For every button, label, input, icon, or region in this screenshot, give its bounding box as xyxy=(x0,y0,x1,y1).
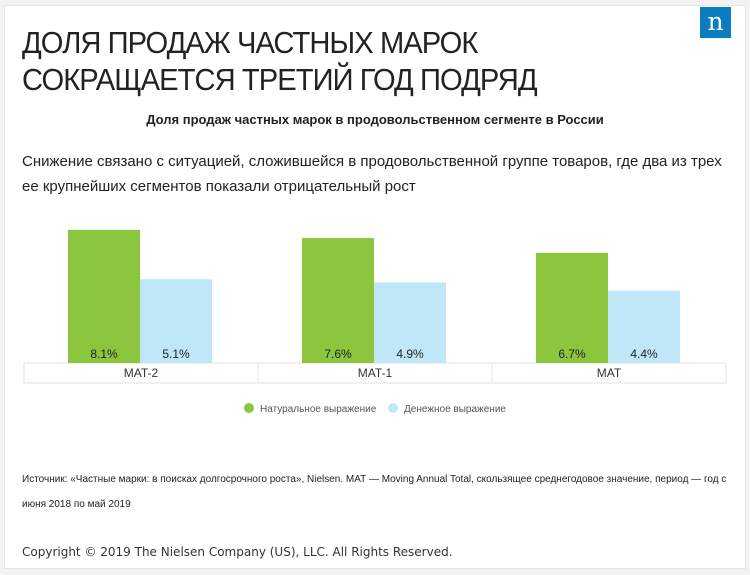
bar-value-label: 5.1% xyxy=(162,347,190,361)
bar-value-label: 4.4% xyxy=(630,347,658,361)
bar-mat-natural xyxy=(536,252,608,363)
bar-mat-1-natural xyxy=(302,238,374,363)
chart-legend: Натуральное выражение Денежное выражение xyxy=(0,403,750,417)
legend-label-monetary: Денежное выражение xyxy=(404,404,506,415)
legend-item-monetary: Денежное выражение xyxy=(388,403,506,417)
bar-mat-1-monetary xyxy=(374,282,446,363)
nielsen-logo-icon: n xyxy=(700,7,731,38)
legend-swatch-monetary xyxy=(388,403,398,413)
bar-chart: 8.1% 5.1%MAT-2 7.6% 4.9%MAT-1 6.7% 4.4% MAT xyxy=(23,229,727,384)
bar-value-label: 6.7% xyxy=(558,347,586,361)
bar-mat-2-monetary xyxy=(140,279,212,363)
chart-subtitle: Снижение связано с ситуацией, сложившейс… xyxy=(22,153,722,195)
category-label: MAT-1 xyxy=(358,366,393,380)
bar-mat-2-natural xyxy=(68,229,140,363)
category-label: MAT-2 xyxy=(124,366,159,380)
page-headline: ДОЛЯ ПРОДАЖ ЧАСТНЫХ МАРОК СОКРАЩАЕТСЯ ТР… xyxy=(22,25,538,97)
copyright-notice: Copyright © 2019 The Nielsen Company (US… xyxy=(22,545,453,559)
bar-value-label: 4.9% xyxy=(396,347,424,361)
chart-title: Доля продаж частных марок в продовольств… xyxy=(146,112,604,127)
source-note: Источник: «Частные марки: в поисках долг… xyxy=(22,474,727,510)
bar-mat-monetary xyxy=(608,290,680,363)
legend-item-natural: Натуральное выражение xyxy=(244,403,376,417)
category-label: MAT xyxy=(597,366,622,380)
legend-label-natural: Натуральное выражение xyxy=(260,404,377,415)
legend-swatch-natural xyxy=(244,403,254,413)
bar-value-label: 7.6% xyxy=(324,347,352,361)
bar-value-label: 8.1% xyxy=(90,347,118,361)
